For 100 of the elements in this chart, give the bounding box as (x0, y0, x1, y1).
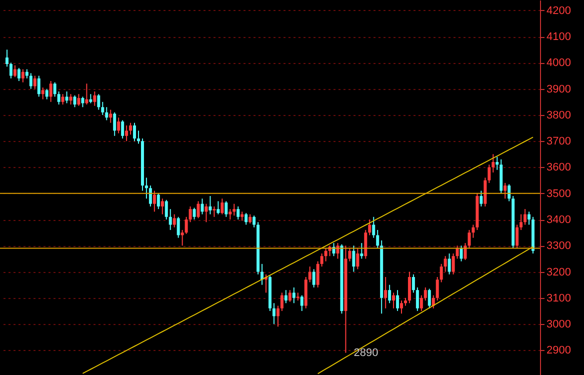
candlestick (176, 216, 180, 238)
candlestick (49, 80, 52, 102)
y-tick-label: 3200 (546, 266, 571, 278)
candlestick (448, 252, 451, 275)
candlestick (228, 208, 232, 220)
candlestick (152, 190, 156, 212)
candlestick (37, 75, 40, 98)
candlestick (272, 302, 276, 325)
candlestick (105, 106, 108, 121)
candlestick (424, 286, 427, 302)
candlestick (73, 94, 76, 108)
y-tick-label: 2900 (546, 344, 571, 357)
candlestick (240, 211, 244, 222)
y-tick-label: 3400 (546, 214, 571, 226)
candlestick (236, 206, 240, 220)
candlestick (520, 214, 523, 230)
candlestick (129, 122, 132, 136)
candlestick (89, 94, 92, 104)
candlestick (61, 94, 64, 106)
candlestick (460, 245, 463, 262)
candlestick (97, 94, 100, 110)
y-tick-label: 3100 (546, 292, 571, 304)
candlestick (372, 216, 376, 238)
candlestick (13, 64, 16, 78)
y-tick-label: 4000 (546, 57, 571, 70)
candlestick (180, 229, 184, 246)
candlestick (200, 198, 204, 215)
candlestick (492, 154, 495, 173)
candlestick (93, 90, 96, 106)
candlestick (196, 200, 200, 219)
candlestick (436, 276, 439, 302)
candlestick (396, 290, 400, 312)
candlestick (188, 206, 192, 223)
candlestick (117, 117, 120, 134)
candlestick (308, 266, 312, 283)
candlestick (280, 292, 284, 312)
y-tick-label: 3300 (546, 240, 571, 252)
candlestick (9, 62, 12, 79)
candlestick (101, 101, 104, 116)
y-tick-label: 4100 (546, 31, 571, 44)
candlestick (428, 288, 431, 309)
candlestick (192, 207, 196, 220)
candlestick (53, 82, 56, 98)
candlestick (77, 94, 80, 106)
candlestick (109, 109, 112, 124)
candlestick (144, 177, 148, 200)
candlestick (420, 294, 423, 312)
line-series (82, 136, 534, 374)
candlestick (220, 198, 224, 215)
candlestick (208, 195, 212, 215)
candlestick (444, 256, 447, 272)
candlestick (508, 184, 511, 202)
candlestick (69, 94, 72, 106)
candlestick (216, 200, 220, 215)
annotation: 2890 (354, 346, 378, 359)
candlestick (57, 90, 60, 106)
candlestick (65, 90, 68, 104)
candlestick (488, 164, 491, 184)
candlestick (21, 68, 24, 83)
candlestick (164, 199, 168, 220)
candlestick (364, 229, 368, 260)
candlestick (41, 87, 44, 100)
candlestick (136, 130, 140, 144)
candlestick (496, 156, 499, 170)
candlestick (148, 185, 152, 207)
candlestick (224, 200, 228, 218)
candlestick (440, 263, 443, 283)
candlestick (472, 224, 475, 238)
candlestick (17, 67, 20, 82)
y-tick-label: 3800 (546, 109, 571, 122)
candlestick (81, 96, 84, 108)
candlestick (172, 214, 176, 228)
candlestick (484, 177, 487, 207)
candlestick (452, 252, 455, 275)
candlestick (284, 290, 288, 304)
candlestick (248, 214, 252, 224)
candlestick (504, 182, 507, 200)
candlestick (292, 286, 296, 304)
candlestick (113, 112, 116, 136)
candlestick (252, 215, 256, 228)
candlestick (400, 300, 404, 314)
candlestick (480, 190, 483, 207)
candlestick (5, 49, 8, 68)
candlestick (204, 203, 208, 223)
candlestick (352, 245, 356, 272)
candlestick (300, 294, 304, 312)
candlestick (168, 208, 172, 230)
candlestick (348, 248, 352, 262)
candlestick (25, 68, 28, 79)
candlestick (244, 212, 248, 226)
candlestick (212, 206, 216, 218)
candlestick (388, 284, 392, 304)
candlestick (316, 260, 320, 288)
candlestick (376, 229, 380, 249)
candlestick (29, 72, 32, 90)
candlestick (45, 88, 48, 100)
candlestick (125, 124, 128, 142)
candlestick (276, 305, 280, 328)
candlestick (368, 219, 372, 236)
y-tick-label: 3900 (546, 83, 571, 96)
